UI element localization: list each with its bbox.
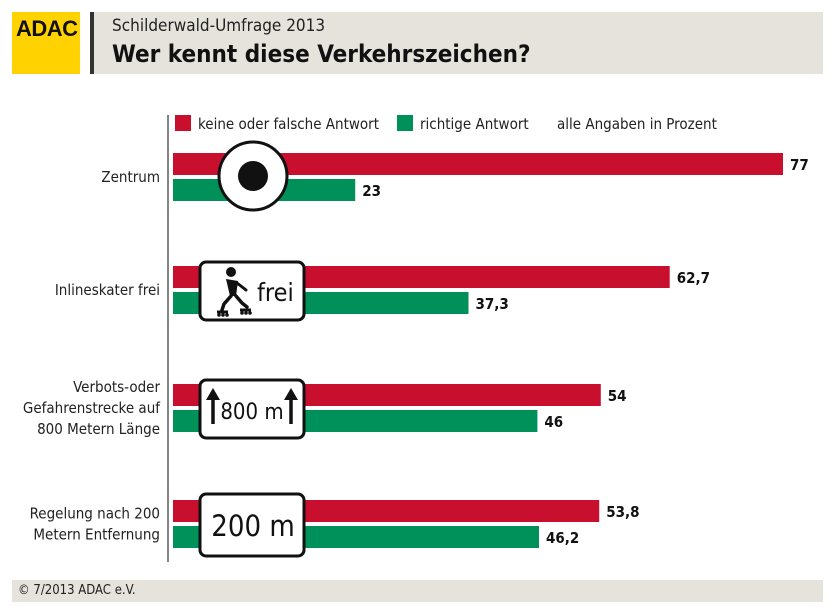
adac-logo: ADAC: [12, 12, 80, 74]
value-labels: 77 23 62,7 37,3 54 46 53,8 46,2: [362, 156, 809, 547]
category-label-2: Verbots-oder Gefahrenstrecke auf 800 Meter…: [23, 378, 161, 438]
chart-subtitle: Schilderwald-Umfrage 2013: [112, 16, 326, 36]
inlineskater-sign-icon: frei: [198, 260, 306, 322]
category-label-3: Regelung nach 200 Metern Entfernung: [30, 505, 160, 544]
value-label-wrong-3: 53,8: [606, 503, 639, 521]
value-label-right-1: 37,3: [475, 295, 508, 313]
title-box: [90, 12, 823, 74]
entfernung-sign-text: 200 m: [211, 509, 295, 543]
strecke-sign-icon: 800 m: [198, 378, 306, 440]
copyright-text: © 7/2013 ADAC e.V.: [18, 583, 136, 598]
zentrum-sign-icon: [217, 140, 289, 212]
value-label-wrong-1: 62,7: [677, 269, 710, 287]
value-label-wrong-2: 54: [608, 387, 627, 405]
skater-icon: [217, 267, 252, 317]
legend-swatch-right: [397, 115, 413, 131]
footer: © 7/2013 ADAC e.V.: [12, 580, 823, 602]
value-label-right-3: 46,2: [546, 529, 579, 547]
entfernung-sign-icon: 200 m: [198, 492, 306, 558]
legend-swatch-wrong: [175, 115, 191, 131]
legend-label-right: richtige Antwort: [420, 115, 529, 133]
bars-group: [173, 153, 783, 548]
arrow-up-left-icon: [206, 388, 220, 424]
value-label-right-0: 23: [362, 182, 381, 200]
title-accent-bar: [90, 12, 94, 74]
value-label-wrong-0: 77: [790, 156, 809, 174]
bar-wrong-0: [173, 153, 783, 175]
legend-label-wrong: keine oder falsche Antwort: [198, 115, 379, 133]
legend-note: alle Angaben in Prozent: [557, 115, 717, 133]
chart-title: Wer kennt diese Verkehrszeichen?: [112, 40, 531, 68]
strecke-sign-text: 800 m: [220, 400, 283, 425]
category-label-1: Inlineskater frei: [55, 281, 160, 299]
category-label-0: Zentrum: [101, 168, 160, 186]
logo-text: ADAC: [16, 16, 78, 41]
value-label-right-2: 46: [544, 413, 563, 431]
category-labels: Zentrum Inlineskater frei Verbots-oder Gefa…: [23, 168, 161, 544]
inline-sign-text: frei: [257, 278, 294, 307]
arrow-up-right-icon: [284, 388, 298, 424]
